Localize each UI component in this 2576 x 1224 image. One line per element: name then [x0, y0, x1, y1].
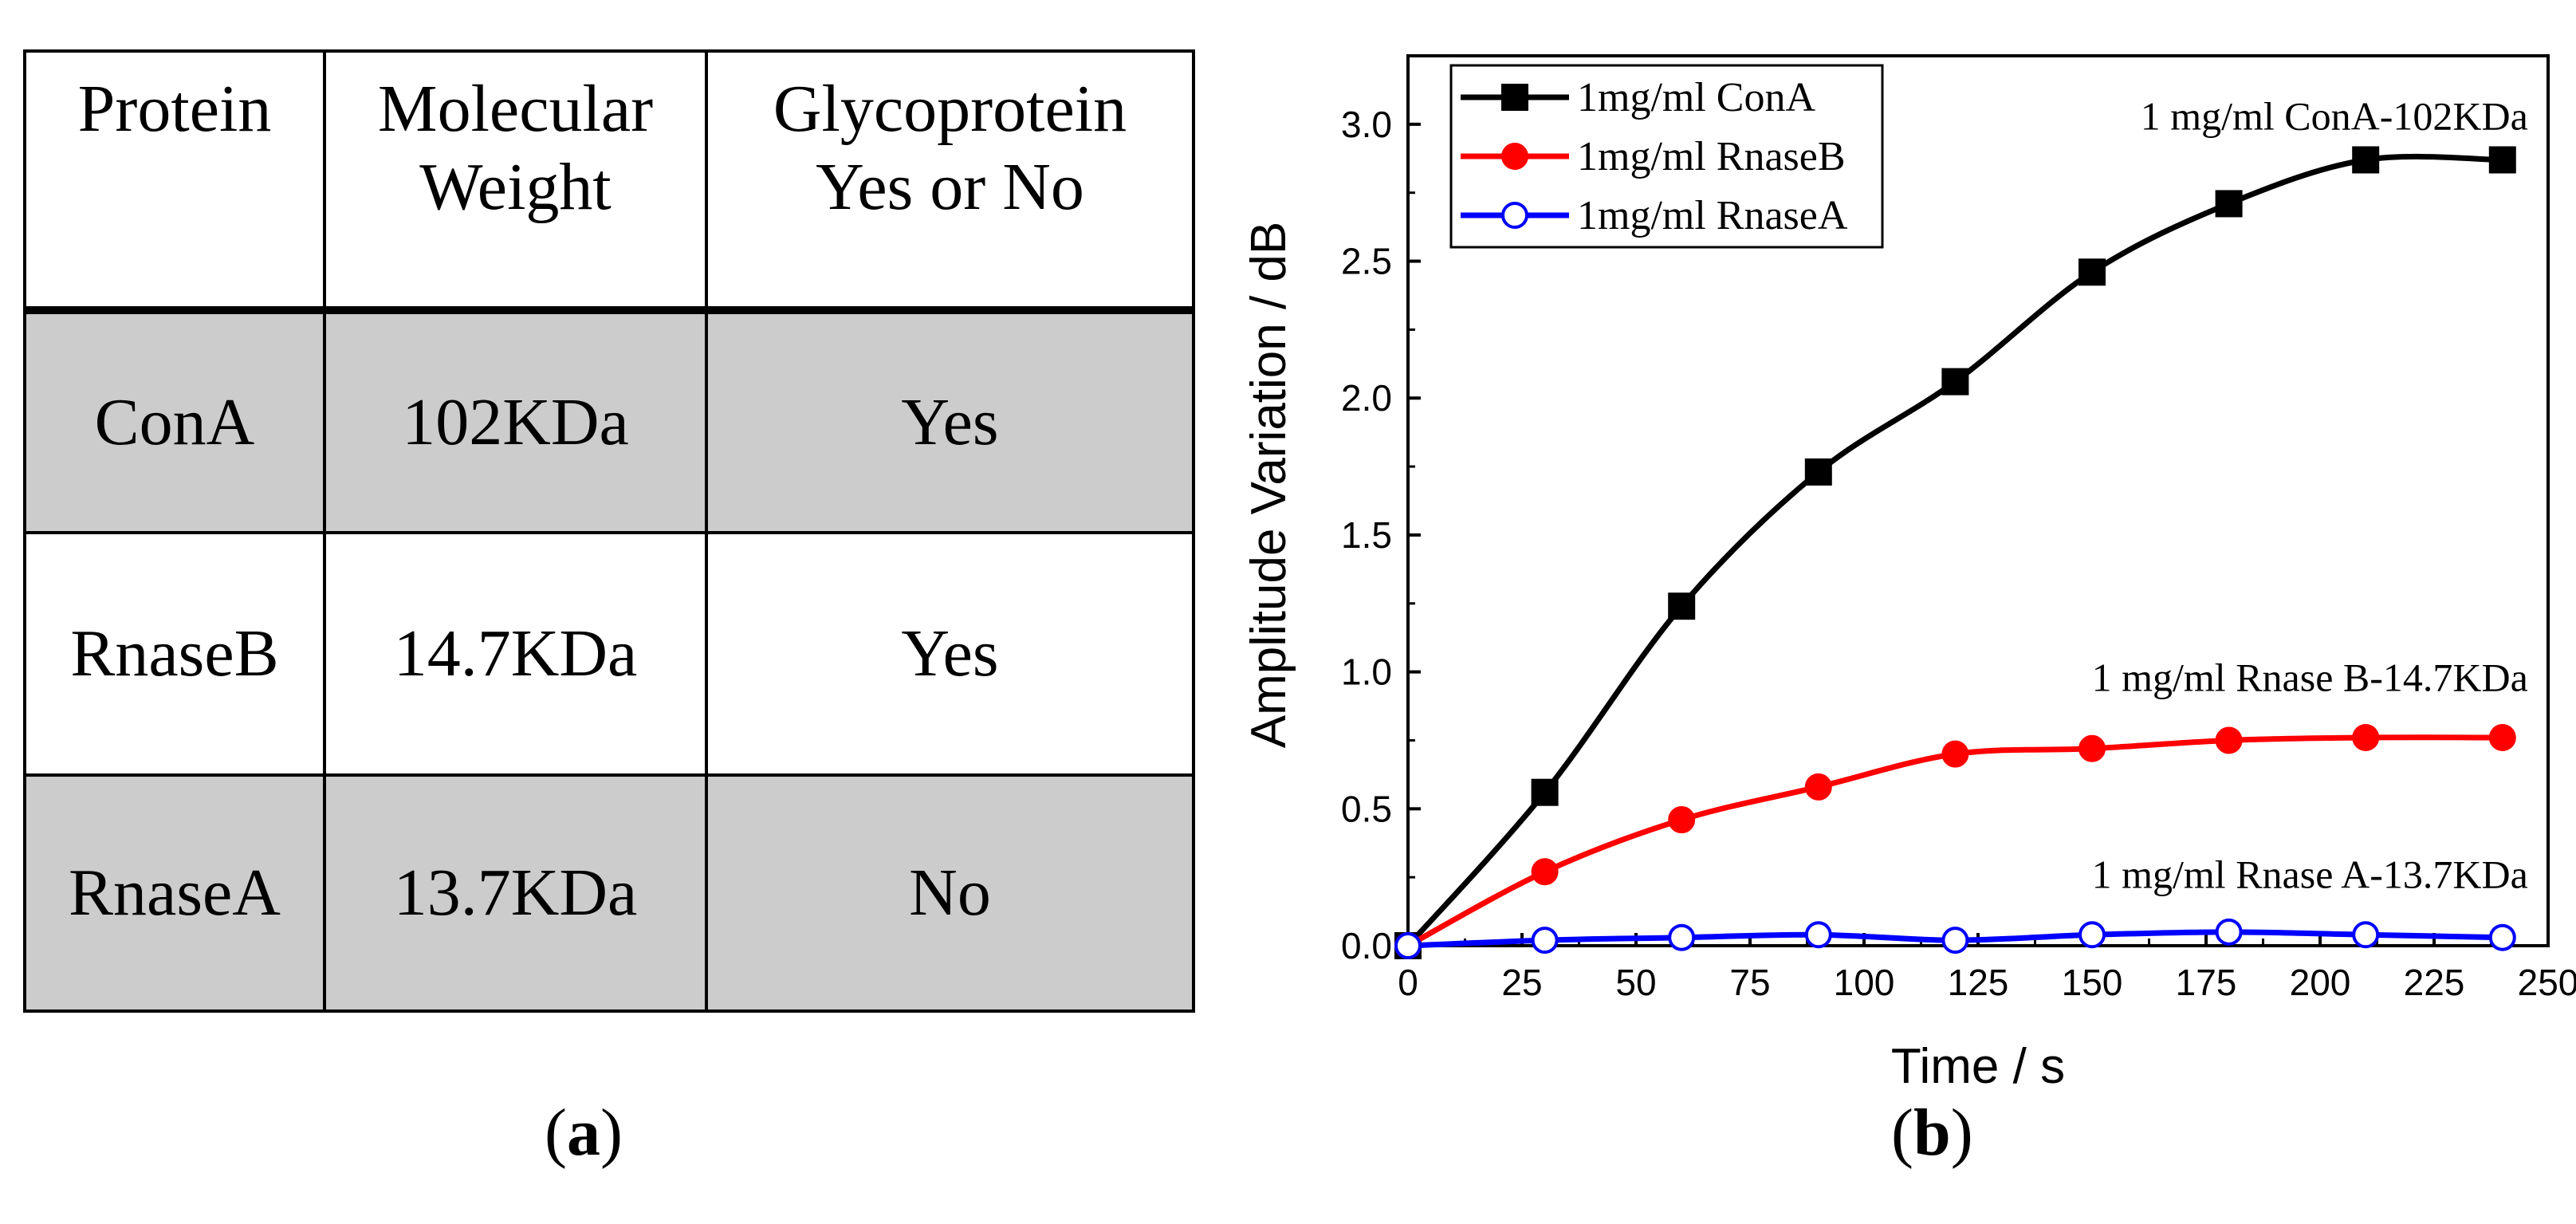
x-axis-title: Time / s	[1891, 1039, 2065, 1094]
table-row: RnaseB 14.7KDa Yes	[23, 531, 1195, 777]
annotation-label: 1 mg/ml Rnase B-14.7KDa	[2092, 655, 2528, 699]
header-text: Weight	[419, 150, 612, 225]
protein-table: Protein Molecular Weight Glycoprotein Ye…	[23, 49, 1195, 1013]
legend-label: 1mg/ml ConA	[1577, 75, 1815, 120]
header-molecular-weight: Molecular Weight	[323, 49, 708, 312]
legend: 1mg/ml ConA 1mg/ml RnaseB 1mg/ml RnaseA	[1449, 64, 1884, 249]
header-protein: Protein	[23, 49, 326, 312]
table-cell: No	[705, 773, 1195, 1013]
legend-marker	[1501, 202, 1528, 229]
data-point	[1531, 778, 1559, 806]
table-cell: 102KDa	[323, 309, 708, 534]
data-point	[2488, 923, 2516, 951]
x-tick-label: 200	[2290, 962, 2351, 1003]
data-point	[2352, 724, 2380, 752]
x-tick-label: 125	[1948, 962, 2009, 1003]
data-point	[1941, 927, 1969, 954]
legend-label: 1mg/ml RnaseB	[1577, 134, 1846, 179]
legend-marker	[1501, 84, 1528, 111]
header-text: Molecular	[377, 72, 654, 146]
table-cell: 13.7KDa	[323, 773, 708, 1013]
x-tick-label: 25	[1501, 962, 1542, 1003]
data-point	[2215, 918, 2243, 946]
table-header-row: Protein Molecular Weight Glycoprotein Ye…	[23, 49, 1195, 312]
y-tick-label: 3.0	[1341, 104, 1392, 145]
panel-label-a: (a)	[545, 1096, 623, 1170]
data-point	[2078, 921, 2106, 949]
table-cell: Yes	[705, 531, 1195, 777]
x-tick-label: 50	[1615, 962, 1656, 1003]
data-point	[1531, 927, 1559, 954]
table-cell: ConA	[23, 309, 326, 534]
x-tick-label: 250	[2518, 962, 2576, 1003]
series-0	[1394, 146, 2516, 959]
header-text: Yes or No	[816, 150, 1084, 225]
data-point	[2488, 146, 2516, 174]
data-point	[1668, 923, 1696, 951]
data-point	[1804, 458, 1832, 486]
header-text: Glycoprotein	[773, 72, 1127, 146]
data-point	[1531, 858, 1559, 886]
series-1	[1394, 724, 2516, 959]
x-tick-label: 175	[2176, 962, 2237, 1003]
header-glycoprotein: Glycoprotein Yes or No	[705, 49, 1195, 312]
table-cell: RnaseA	[23, 773, 326, 1013]
x-tick-label: 150	[2062, 962, 2123, 1003]
annotation-label: 1 mg/ml Rnase A-13.7KDa	[2092, 852, 2528, 897]
data-point	[1394, 932, 1422, 959]
y-tick-label: 2.0	[1341, 377, 1392, 419]
table-row: ConA 102KDa Yes	[23, 309, 1195, 534]
annotation-label: 1 mg/ml ConA-102KDa	[2141, 94, 2528, 139]
y-tick-label: 1.5	[1341, 514, 1392, 556]
y-tick-label: 0.5	[1341, 788, 1392, 829]
table-row: RnaseA 13.7KDa No	[23, 773, 1195, 1013]
data-point	[2352, 921, 2380, 949]
y-axis-title: Amplitude Variation / dB	[1241, 222, 1296, 749]
series-2	[1394, 918, 2516, 959]
y-tick-label: 1.0	[1341, 651, 1392, 693]
legend-marker	[1501, 143, 1528, 170]
y-tick-label: 2.5	[1341, 241, 1392, 282]
legend-label: 1mg/ml RnaseA	[1577, 193, 1848, 238]
data-point	[1668, 806, 1696, 834]
data-point	[2215, 190, 2243, 218]
x-tick-label: 0	[1398, 962, 1418, 1003]
series-line	[1406, 153, 2503, 948]
header-text: Protein	[77, 72, 272, 146]
data-point	[2352, 146, 2380, 174]
data-point	[1941, 368, 1969, 396]
data-point	[1941, 740, 1969, 768]
x-tick-label: 225	[2404, 962, 2465, 1003]
y-tick-label: 0.0	[1341, 925, 1392, 966]
panel-label-b: (b)	[1891, 1096, 1973, 1170]
data-point	[2078, 734, 2106, 762]
table-cell: RnaseB	[23, 531, 326, 777]
data-point	[1668, 592, 1696, 620]
data-point	[2078, 258, 2106, 286]
data-point	[2488, 724, 2516, 752]
table-cell: 14.7KDa	[323, 531, 708, 777]
chart-layer: 0 25 50 75 100 125 150 175 200 225 250 0.0 0.5 1.0 1.5…	[1241, 54, 2576, 1094]
data-point	[1804, 921, 1832, 949]
data-point	[1804, 773, 1832, 801]
series-line	[1406, 734, 2503, 949]
x-tick-label: 75	[1729, 962, 1770, 1003]
table-cell: Yes	[705, 309, 1195, 534]
x-tick-label: 100	[1834, 962, 1895, 1003]
data-point	[2215, 726, 2243, 754]
